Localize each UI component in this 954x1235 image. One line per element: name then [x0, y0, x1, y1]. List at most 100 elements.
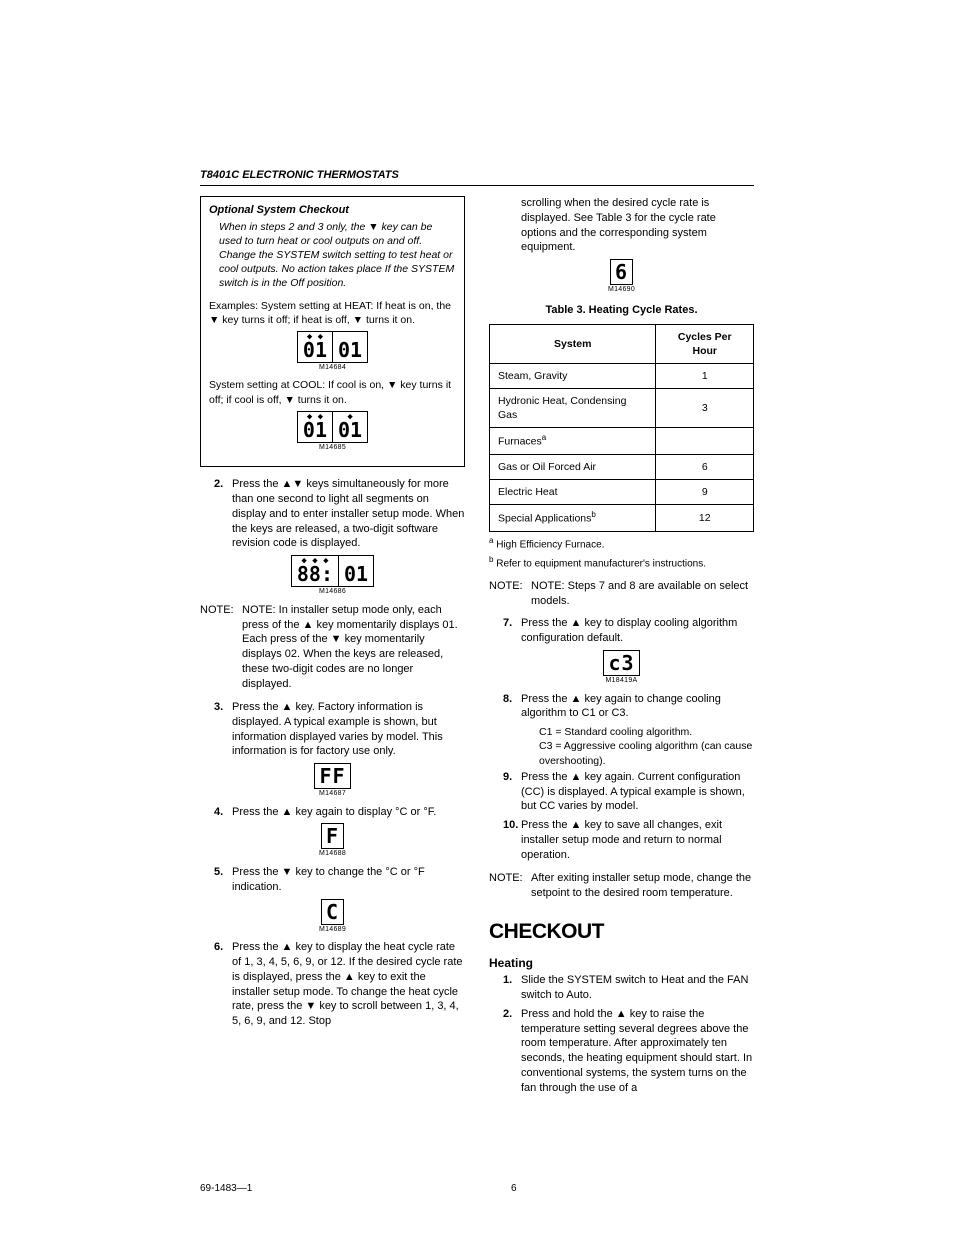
footnote-a: a High Efficiency Furnace.: [489, 536, 754, 552]
step-text: Press the ▲▼ keys simultaneously for mor…: [232, 477, 465, 551]
step-6: 6. Press the ▲ key to display the heat c…: [214, 940, 465, 1029]
step-text: Press the ▼ key to change the °C or °F i…: [232, 865, 465, 895]
note-label: NOTE:: [200, 603, 242, 692]
lcd-caption: M14688: [200, 849, 465, 858]
step-text: Press the ▲ key to save all changes, exi…: [521, 818, 754, 863]
step-number: 6.: [214, 940, 232, 1029]
box-title: Optional System Checkout: [209, 203, 456, 218]
step-number: 1.: [503, 973, 521, 1003]
step-10: 10. Press the ▲ key to save all changes,…: [503, 818, 754, 863]
lcd-caption: M18419A: [489, 676, 754, 685]
note-1: NOTE: NOTE: In installer setup mode only…: [200, 603, 465, 692]
lcd-cell: F: [321, 823, 344, 849]
step-text: Press and hold the ▲ key to raise the te…: [521, 1007, 754, 1096]
step-text: Press the ▲ key again to change cooling …: [521, 692, 754, 722]
lcd-display-4: FF M14687: [200, 763, 465, 798]
footnote-b: b Refer to equipment manufacturer's inst…: [489, 555, 754, 571]
table-row: Furnacesa: [490, 428, 754, 455]
step-number: 9.: [503, 770, 521, 815]
continuation-text: scrolling when the desired cycle rate is…: [521, 196, 754, 255]
lcd-caption: M14685: [209, 443, 456, 452]
lcd-cell: ◆ ◆01: [297, 331, 333, 363]
note-label: NOTE:: [489, 871, 531, 901]
step-5: 5. Press the ▼ key to change the °C or °…: [214, 865, 465, 895]
lcd-cell: 6: [610, 259, 633, 285]
lcd-caption: M14686: [200, 587, 465, 596]
step-2: 2. Press the ▲▼ keys simultaneously for …: [214, 477, 465, 551]
table-header: System: [490, 324, 656, 363]
table-row: Electric Heat9: [490, 480, 754, 505]
table-row: Gas or Oil Forced Air6: [490, 455, 754, 480]
checkout-heading: CHECKOUT: [489, 918, 754, 946]
step-3: 3. Press the ▲ key. Factory information …: [214, 700, 465, 759]
lcd-cell: c3: [603, 650, 639, 676]
example-2: System setting at COOL: If cool is on, ▼…: [209, 378, 456, 406]
heating-heading: Heating: [489, 955, 754, 971]
step-text: Press the ▲ key again to display °C or °…: [232, 805, 465, 820]
lcd-cell: 01: [333, 331, 368, 363]
note-text: After exiting installer setup mode, chan…: [531, 871, 754, 901]
lcd-caption: M14684: [209, 363, 456, 372]
note-2: NOTE: NOTE: Steps 7 and 8 are available …: [489, 579, 754, 609]
page-footer: 69-1483—1 6: [200, 1182, 754, 1196]
step-8: 8. Press the ▲ key again to change cooli…: [503, 692, 754, 722]
step-text: Press the ▲ key to display cooling algor…: [521, 616, 754, 646]
lcd-cell: C: [321, 899, 344, 925]
lcd-display-1: ◆ ◆01 01 M14684: [209, 331, 456, 372]
lcd-display-8: c3 M18419A: [489, 650, 754, 685]
step-4: 4. Press the ▲ key again to display °C o…: [214, 805, 465, 820]
cycle-rates-table: System Cycles Per Hour Steam, Gravity1 H…: [489, 324, 754, 533]
lcd-cell: ◆01: [333, 411, 368, 443]
lcd-display-2: ◆ ◆01 ◆01 M14685: [209, 411, 456, 452]
footer-page-number: 6: [443, 1182, 754, 1196]
table-header-row: System Cycles Per Hour: [490, 324, 754, 363]
note-text: NOTE: Steps 7 and 8 are available on sel…: [531, 579, 754, 609]
optional-checkout-box: Optional System Checkout When in steps 2…: [200, 196, 465, 467]
step-number: 7.: [503, 616, 521, 646]
lcd-cell: FF: [314, 763, 350, 789]
step-number: 8.: [503, 692, 521, 722]
step-text: Press the ▲ key. Factory information is …: [232, 700, 465, 759]
page-header: T8401C ELECTRONIC THERMOSTATS: [200, 168, 754, 186]
lcd-display-6: C M14689: [200, 899, 465, 934]
right-column: scrolling when the desired cycle rate is…: [489, 196, 754, 1100]
box-intro: When in steps 2 and 3 only, the ▼ key ca…: [219, 220, 456, 291]
lcd-caption: M14690: [489, 285, 754, 294]
lcd-caption: M14689: [200, 925, 465, 934]
step-text: Press the ▲ key again. Current configura…: [521, 770, 754, 815]
note-label: NOTE:: [489, 579, 531, 609]
lcd-cell: ◆ ◆ ◆88:: [291, 555, 339, 587]
left-column: Optional System Checkout When in steps 2…: [200, 196, 465, 1100]
table-header: Cycles Per Hour: [656, 324, 754, 363]
step-number: 10.: [503, 818, 521, 863]
lcd-display-5: F M14688: [200, 823, 465, 858]
note-3: NOTE: After exiting installer setup mode…: [489, 871, 754, 901]
example-1: Examples: System setting at HEAT: If hea…: [209, 299, 456, 327]
lcd-cell: ◆ ◆01: [297, 411, 333, 443]
lcd-caption: M14687: [200, 789, 465, 798]
heating-step-1: 1. Slide the SYSTEM switch to Heat and t…: [503, 973, 754, 1003]
content-columns: Optional System Checkout When in steps 2…: [200, 196, 754, 1100]
step-8b: C3 = Aggressive cooling algorithm (can c…: [539, 739, 754, 767]
lcd-display-7: 6 M14690: [489, 259, 754, 294]
step-number: 2.: [503, 1007, 521, 1096]
step-number: 5.: [214, 865, 232, 895]
step-text: Press the ▲ key to display the heat cycl…: [232, 940, 465, 1029]
lcd-cell: 01: [339, 555, 374, 587]
step-number: 2.: [214, 477, 232, 551]
heating-step-2: 2. Press and hold the ▲ key to raise the…: [503, 1007, 754, 1096]
footer-doc-number: 69-1483—1: [200, 1182, 443, 1196]
step-9: 9. Press the ▲ key again. Current config…: [503, 770, 754, 815]
page: T8401C ELECTRONIC THERMOSTATS Optional S…: [0, 0, 954, 1235]
lcd-display-3: ◆ ◆ ◆88: 01 M14686: [200, 555, 465, 596]
table-row: Hydronic Heat, Condensing Gas3: [490, 389, 754, 428]
table-row: Steam, Gravity1: [490, 363, 754, 388]
step-8a: C1 = Standard cooling algorithm.: [539, 725, 754, 739]
note-text: NOTE: In installer setup mode only, each…: [242, 603, 465, 692]
step-7: 7. Press the ▲ key to display cooling al…: [503, 616, 754, 646]
table-title: Table 3. Heating Cycle Rates.: [489, 303, 754, 318]
step-text: Slide the SYSTEM switch to Heat and the …: [521, 973, 754, 1003]
step-number: 4.: [214, 805, 232, 820]
step-number: 3.: [214, 700, 232, 759]
table-row: Special Applicationsb12: [490, 505, 754, 532]
